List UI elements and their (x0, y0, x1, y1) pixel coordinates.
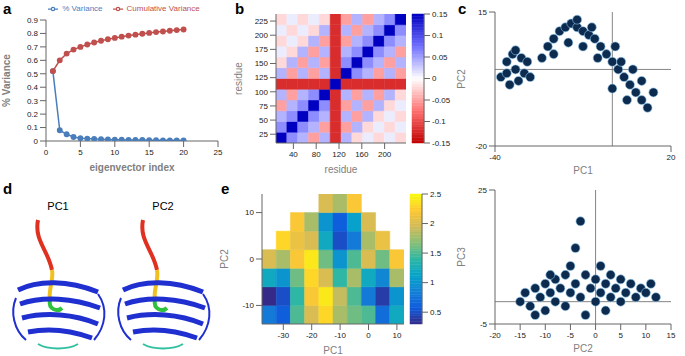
svg-text:150: 150 (255, 59, 269, 68)
svg-text:5: 5 (618, 331, 623, 340)
svg-text:0: 0 (593, 331, 598, 340)
svg-text:15: 15 (478, 8, 487, 17)
svg-text:40: 40 (289, 150, 298, 159)
svg-text:-10: -10 (540, 331, 552, 340)
svg-text:175: 175 (255, 45, 269, 54)
svg-text:residue: residue (325, 164, 358, 175)
svg-text:0: 0 (366, 331, 371, 340)
svg-text:0.3: 0.3 (27, 97, 39, 106)
svg-text:75: 75 (259, 102, 268, 111)
svg-text:2: 2 (430, 219, 435, 228)
svg-text:100: 100 (255, 88, 269, 97)
html-text:e: e (221, 180, 230, 197)
svg-text:10: 10 (641, 331, 650, 340)
svg-text:0: 0 (432, 74, 437, 83)
svg-text:20: 20 (179, 148, 188, 157)
svg-text:PC2: PC2 (456, 69, 467, 89)
svg-text:1: 1 (430, 278, 435, 287)
svg-text:125: 125 (255, 73, 269, 82)
svg-text:-20: -20 (306, 331, 318, 340)
svg-text:0.2: 0.2 (27, 110, 39, 119)
html-text:Cumulative Variance: Cumulative Variance (126, 4, 200, 14)
svg-text:PC3: PC3 (456, 247, 467, 267)
svg-text:-15: -15 (514, 331, 526, 340)
svg-text:PC2: PC2 (573, 343, 593, 354)
svg-text:225: 225 (255, 17, 269, 26)
svg-text:PC1: PC1 (573, 165, 593, 176)
html-text:a: a (3, 0, 12, 17)
svg-text:10: 10 (392, 331, 401, 340)
svg-text:0.4: 0.4 (27, 83, 39, 92)
svg-text:residue: residue (233, 62, 244, 95)
svg-text:-20: -20 (489, 331, 501, 340)
svg-text:0: 0 (44, 148, 49, 157)
svg-text:0.6: 0.6 (27, 56, 39, 65)
svg-text:0: 0 (250, 255, 255, 264)
svg-text:10: 10 (110, 148, 119, 157)
svg-text:2.5: 2.5 (430, 190, 442, 199)
svg-text:25: 25 (214, 148, 223, 157)
svg-text:5: 5 (78, 148, 83, 157)
svg-text:-40: -40 (489, 153, 501, 162)
svg-text:0.15: 0.15 (432, 10, 448, 19)
svg-text:0.1: 0.1 (27, 123, 39, 132)
svg-text:-5: -5 (480, 320, 488, 329)
svg-text:80: 80 (312, 150, 321, 159)
svg-text:-5: -5 (567, 331, 575, 340)
svg-text:120: 120 (332, 150, 346, 159)
svg-text:-0.1: -0.1 (432, 117, 446, 126)
svg-text:15: 15 (145, 148, 154, 157)
svg-text:-10: -10 (334, 331, 346, 340)
svg-text:20: 20 (667, 153, 676, 162)
svg-text:0: 0 (34, 137, 39, 146)
svg-text:0.5: 0.5 (27, 70, 39, 79)
svg-text:200: 200 (255, 31, 269, 40)
svg-text:-30: -30 (278, 331, 290, 340)
svg-text:PC1: PC1 (47, 200, 68, 212)
svg-text:% Variance: % Variance (1, 54, 12, 107)
html-text:d: d (3, 180, 13, 197)
html-text:b: b (235, 0, 245, 17)
svg-text:0.7: 0.7 (27, 43, 39, 52)
svg-text:160: 160 (355, 150, 369, 159)
svg-text:PC2: PC2 (219, 249, 230, 269)
svg-text:10: 10 (245, 208, 254, 217)
svg-text:0.05: 0.05 (432, 53, 448, 62)
svg-text:0.8: 0.8 (27, 29, 39, 38)
svg-text:50: 50 (259, 116, 268, 125)
svg-text:25: 25 (478, 186, 487, 195)
svg-text:-20: -20 (475, 142, 487, 151)
svg-text:15: 15 (667, 331, 676, 340)
svg-text:25: 25 (259, 130, 268, 139)
svg-text:0.5: 0.5 (430, 308, 442, 317)
svg-text:0.9: 0.9 (27, 16, 39, 25)
svg-text:1.5: 1.5 (430, 249, 442, 258)
svg-text:eigenvector index: eigenvector index (89, 162, 174, 173)
svg-text:0.1: 0.1 (432, 31, 444, 40)
svg-text:-0.15: -0.15 (432, 139, 451, 148)
svg-text:200: 200 (378, 150, 392, 159)
svg-text:-10: -10 (242, 301, 254, 310)
html-text:c: c (458, 0, 467, 17)
html-text:% Variance: % Variance (62, 4, 103, 14)
svg-text:PC2: PC2 (152, 200, 173, 212)
svg-text:PC1: PC1 (323, 345, 343, 356)
svg-text:-0.05: -0.05 (432, 96, 451, 105)
